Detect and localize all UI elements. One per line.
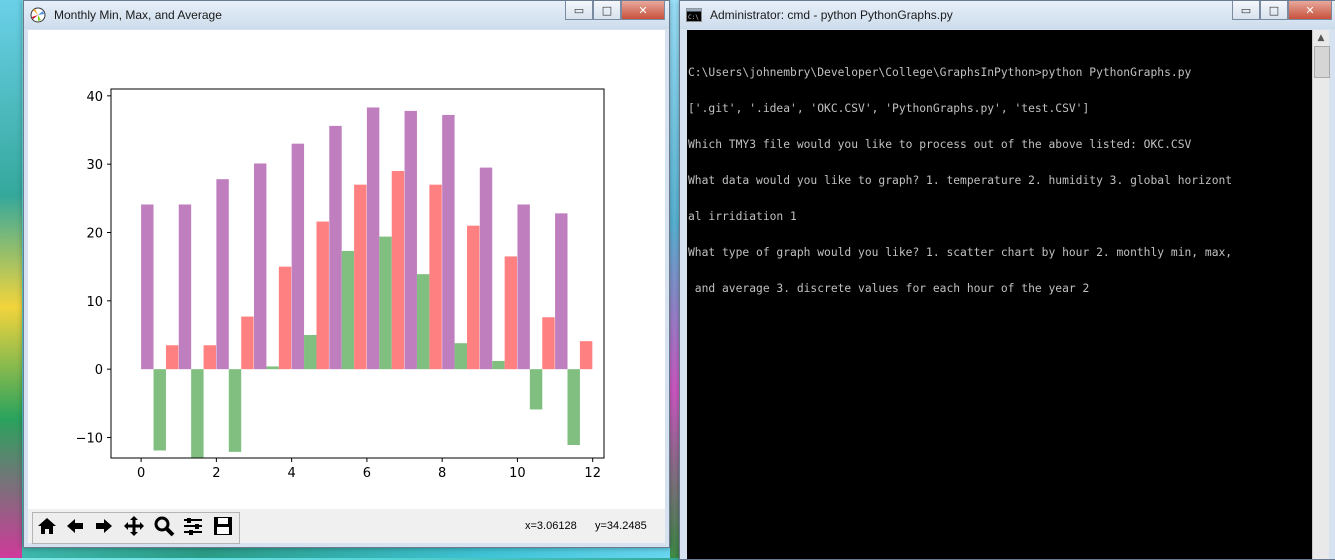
zoom-magnifier-icon[interactable] bbox=[151, 513, 177, 539]
bar-series1-month0 bbox=[153, 369, 166, 451]
bar-series2-month9 bbox=[504, 256, 518, 370]
bar-series2-month5 bbox=[354, 184, 367, 370]
matplotlib-icon bbox=[30, 7, 46, 23]
figure-canvas-area: 0 2 4 6 8 10 12 −10 0 10 20 30 40 bbox=[28, 30, 665, 544]
save-floppy-icon[interactable] bbox=[210, 513, 236, 539]
y-tick-label: 0 bbox=[95, 363, 103, 378]
console-window: C:\ Administrator: cmd - python PythonGr… bbox=[679, 0, 1335, 560]
console-line: Which TMY3 file would you like to proces… bbox=[688, 138, 1192, 151]
console-output-area[interactable]: C:\Users\johnembry\Developer\College\Gra… bbox=[687, 30, 1330, 559]
console-line: What data would you like to graph? 1. te… bbox=[688, 174, 1233, 187]
bar-series2-month4 bbox=[316, 221, 329, 370]
close-button[interactable]: ✕ bbox=[621, 1, 665, 20]
bar-series0-month1 bbox=[178, 204, 192, 370]
bar-series0-month5 bbox=[329, 125, 342, 370]
bar-series2-month0 bbox=[165, 345, 179, 370]
navigation-toolbar: x=3.06128 y=34.2485 bbox=[28, 509, 665, 544]
bar-series2-month11 bbox=[579, 341, 593, 370]
cmd-icon: C:\ bbox=[686, 8, 702, 22]
bar-series1-month9 bbox=[492, 360, 505, 370]
x-tick-label: 0 bbox=[137, 466, 145, 481]
bar-series2-month1 bbox=[203, 345, 216, 370]
scroll-up-icon[interactable]: ▲ bbox=[1317, 33, 1325, 43]
bar-series2-month10 bbox=[542, 317, 555, 370]
bar-series1-month5 bbox=[341, 250, 355, 370]
home-icon[interactable] bbox=[34, 513, 60, 539]
bar-series0-month4 bbox=[291, 143, 305, 370]
x-tick-label: 8 bbox=[438, 466, 446, 481]
bar-series0-month2 bbox=[216, 179, 229, 370]
bar-series2-month3 bbox=[278, 266, 292, 370]
bar-series1-month11 bbox=[567, 369, 580, 446]
y-tick-label: −10 bbox=[76, 432, 103, 447]
desktop-background-left bbox=[0, 0, 22, 558]
bar-series0-month10 bbox=[517, 204, 530, 370]
bar-series2-month8 bbox=[467, 225, 480, 370]
x-tick-label: 2 bbox=[212, 466, 220, 481]
console-line: C:\Users\johnembry\Developer\College\Gra… bbox=[688, 66, 1192, 79]
y-tick-label: 20 bbox=[86, 227, 103, 242]
bars-group bbox=[141, 107, 593, 458]
bar-series0-month3 bbox=[254, 163, 267, 370]
bar-series1-month10 bbox=[529, 369, 543, 410]
x-tick-label: 12 bbox=[584, 466, 601, 481]
scroll-thumb[interactable] bbox=[1314, 46, 1330, 78]
maximize-button[interactable]: □ bbox=[593, 1, 621, 20]
plot-frame bbox=[110, 88, 605, 459]
console-line: and average 3. discrete values for each … bbox=[688, 282, 1090, 295]
y-tick-label: 10 bbox=[86, 295, 103, 310]
bar-series1-month7 bbox=[416, 274, 430, 370]
bar-series0-month6 bbox=[366, 107, 380, 370]
bar-series0-month7 bbox=[404, 110, 417, 370]
x-tick-label: 6 bbox=[363, 466, 371, 481]
minimize-button[interactable]: ▭ bbox=[565, 1, 593, 20]
bar-series1-month3 bbox=[266, 366, 279, 370]
vertical-scrollbar[interactable]: ▲ bbox=[1312, 30, 1330, 559]
bar-series1-month2 bbox=[228, 369, 242, 452]
configure-subplots-icon[interactable] bbox=[180, 513, 206, 539]
bar-series1-month6 bbox=[379, 236, 392, 370]
forward-arrow-icon[interactable] bbox=[91, 513, 117, 539]
console-titlebar[interactable]: C:\ Administrator: cmd - python PythonGr… bbox=[680, 1, 1335, 29]
figure-window: Monthly Min, Max, and Average ▭ □ ✕ 0 2 4 6… bbox=[23, 0, 670, 548]
console-text: C:\Users\johnembry\Developer\College\Gra… bbox=[688, 43, 1314, 319]
bar-series1-month1 bbox=[191, 369, 204, 458]
bar-series0-month8 bbox=[442, 114, 455, 370]
bar-series1-month4 bbox=[304, 335, 317, 370]
console-line: What type of graph would you like? 1. sc… bbox=[688, 246, 1233, 259]
console-line: ['.git', '.idea', 'OKC.CSV', 'PythonGrap… bbox=[688, 102, 1090, 115]
toolbar-button-group bbox=[32, 512, 240, 544]
maximize-button[interactable]: □ bbox=[1260, 1, 1288, 20]
figure-window-title: Monthly Min, Max, and Average bbox=[54, 8, 222, 22]
y-tick-label: 40 bbox=[86, 90, 103, 105]
bar-series2-month7 bbox=[429, 184, 442, 370]
x-tick-label: 10 bbox=[509, 466, 526, 481]
pan-move-icon[interactable] bbox=[121, 513, 147, 539]
bar-series2-month2 bbox=[241, 316, 254, 370]
bar-chart[interactable]: 0 2 4 6 8 10 12 −10 0 10 20 30 40 bbox=[28, 30, 665, 509]
y-coordinate-readout: y=34.2485 bbox=[595, 520, 647, 532]
console-line: al irridiation 1 bbox=[688, 210, 797, 223]
close-button[interactable]: ✕ bbox=[1288, 1, 1332, 20]
svg-text:C:\: C:\ bbox=[688, 14, 699, 21]
bar-series2-month6 bbox=[391, 171, 405, 370]
minimize-button[interactable]: ▭ bbox=[1232, 1, 1260, 20]
bar-series0-month9 bbox=[479, 167, 493, 370]
console-window-title: Administrator: cmd - python PythonGraphs… bbox=[710, 8, 953, 22]
bar-series0-month0 bbox=[141, 204, 154, 370]
x-coordinate-readout: x=3.06128 bbox=[525, 520, 577, 532]
x-tick-label: 4 bbox=[288, 466, 296, 481]
bar-series0-month11 bbox=[555, 213, 568, 370]
figure-titlebar[interactable]: Monthly Min, Max, and Average ▭ □ ✕ bbox=[24, 1, 669, 29]
y-tick-label: 30 bbox=[86, 158, 103, 173]
back-arrow-icon[interactable] bbox=[62, 513, 88, 539]
bar-series1-month8 bbox=[454, 343, 468, 370]
